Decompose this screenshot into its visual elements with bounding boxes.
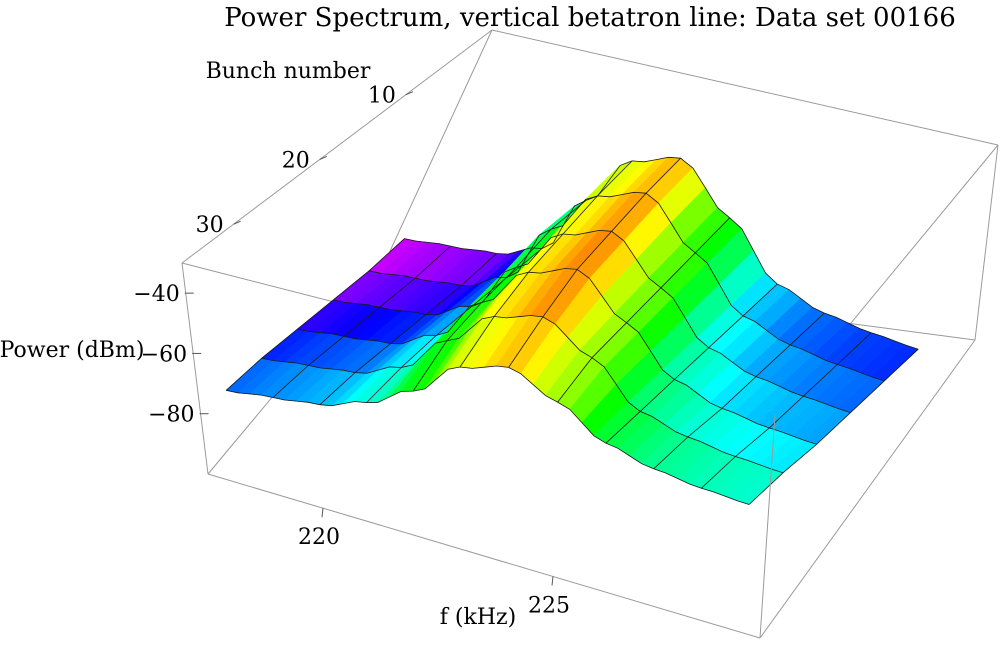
mesh-line-frequency (653, 312, 825, 470)
mesh-line-frequency (557, 217, 730, 403)
y-tick-mark (233, 220, 241, 225)
box-edge (974, 144, 999, 341)
box-edge (207, 473, 761, 639)
mesh-line-bunch (226, 365, 750, 505)
mesh-line-frequency (225, 238, 405, 391)
mesh-line-frequency (459, 160, 633, 368)
box-edge (759, 414, 776, 639)
mesh-line-frequency (272, 245, 451, 398)
mesh-line-bunch (261, 315, 784, 474)
box-edge (759, 339, 976, 639)
mesh-line-frequency (412, 200, 587, 392)
z-tick-label: −80 (148, 403, 194, 428)
y-tick-mark (405, 91, 414, 96)
mesh-line-frequency (605, 283, 778, 444)
y-tick-label: 30 (196, 213, 224, 238)
chart-title: Power Spectrum, vertical betatron line: … (224, 3, 956, 33)
z-tick-label: −40 (133, 282, 179, 307)
mesh-line-bunch (333, 229, 851, 413)
z-axis-label: Power (dBm) (0, 338, 144, 363)
x-tick-label: 220 (298, 525, 340, 550)
y-axis-label: Bunch number (206, 59, 371, 84)
mesh-line-frequency (366, 248, 543, 403)
x-tick-label: 225 (528, 594, 570, 619)
x-axis-label: f (kHz) (440, 605, 516, 630)
surface (225, 156, 919, 505)
box-edge (181, 262, 209, 475)
y-tick-label: 20 (282, 148, 310, 173)
box-edge (491, 29, 999, 146)
y-tick-mark (319, 155, 327, 160)
box-front-edges (207, 339, 976, 639)
x-tick-mark (321, 508, 324, 518)
mesh-line-bunch (297, 268, 817, 445)
mesh-line-frequency (748, 348, 919, 505)
mesh-line-frequency (701, 332, 872, 489)
y-tick-label: 10 (368, 84, 396, 109)
axis-ticks: −40 −60 −80 220 225 10 20 30 (133, 84, 570, 619)
box-edge (384, 29, 493, 263)
mesh-line-frequency (508, 157, 681, 368)
mesh-line-bunch (404, 156, 919, 350)
mesh-line-bunch (369, 191, 885, 382)
x-tick-mark (551, 576, 554, 586)
z-tick-label: −60 (141, 342, 187, 367)
mesh-line-frequency (319, 253, 497, 405)
